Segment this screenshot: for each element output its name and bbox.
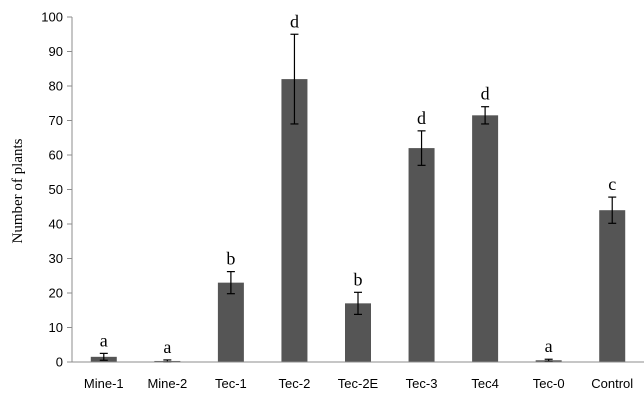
x-tick-label: Tec-0 — [533, 376, 565, 391]
bar — [599, 210, 626, 362]
y-tick-label: 80 — [49, 79, 63, 94]
bars: a a b d b d d a c — [90, 11, 626, 363]
bar — [408, 148, 435, 362]
x-tick-label: Mine-2 — [147, 376, 187, 391]
bar — [281, 79, 308, 362]
y-tick-label: 50 — [49, 182, 63, 197]
x-tick-label: Mine-1 — [84, 376, 124, 391]
x-tick-label: Tec4 — [471, 376, 498, 391]
y-tick-label: 40 — [49, 217, 63, 232]
significance-label: a — [100, 330, 108, 350]
significance-label: a — [163, 337, 171, 357]
y-tick-label: 90 — [49, 44, 63, 59]
significance-label: b — [354, 269, 363, 289]
bar — [217, 282, 244, 362]
y-axis-label: Number of plants — [10, 138, 26, 243]
significance-label: a — [545, 336, 553, 356]
y-tick-label: 60 — [49, 148, 63, 163]
significance-label: b — [226, 249, 235, 269]
x-tick-label: Tec-2E — [338, 376, 379, 391]
x-tick-label: Tec-3 — [406, 376, 438, 391]
y-tick-label: 100 — [41, 10, 63, 25]
significance-label: d — [417, 108, 426, 128]
bar — [472, 115, 499, 362]
x-tick-label: Tec-1 — [215, 376, 247, 391]
x-axis: Mine-1 Mine-2 Tec-1 Tec-2 Tec-2E Tec-3 Tec4 Tec… — [72, 361, 644, 391]
y-tick-label: 10 — [49, 320, 63, 335]
y-tick-label: 0 — [56, 355, 63, 370]
y-tick-label: 70 — [49, 113, 63, 128]
y-axis: 0 10 20 30 40 50 60 70 80 90 100 — [41, 10, 73, 370]
y-tick-label: 30 — [49, 251, 63, 266]
significance-label: d — [290, 11, 299, 31]
significance-label: d — [481, 84, 490, 104]
x-tick-label: Control — [591, 376, 633, 391]
y-tick-label: 20 — [49, 286, 63, 301]
significance-label: c — [608, 174, 616, 194]
x-tick-label: Tec-2 — [279, 376, 311, 391]
